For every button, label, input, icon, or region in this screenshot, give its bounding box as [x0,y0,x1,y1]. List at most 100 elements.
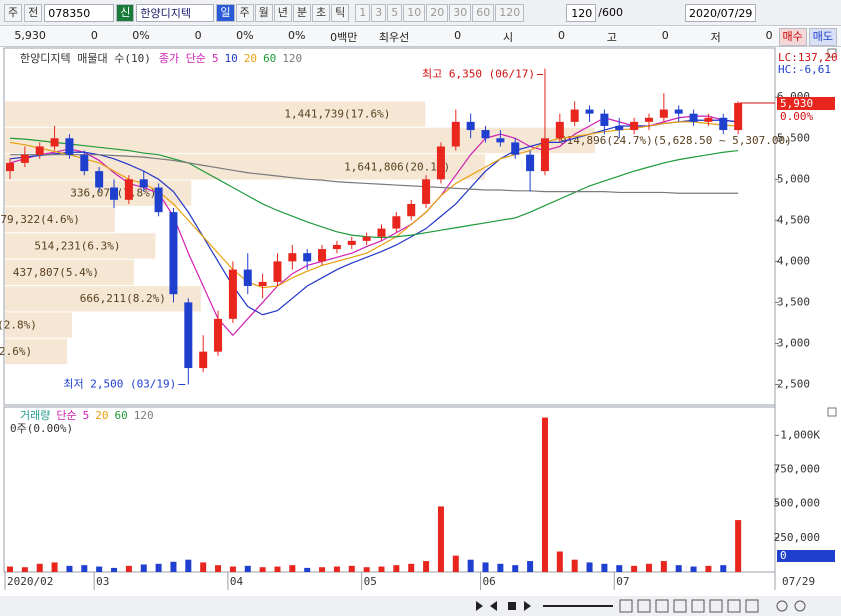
interval-button[interactable]: 3 [371,3,387,22]
candle-body [555,121,564,139]
volume-profile-label: 379,322(4.6%) [0,213,80,226]
interval-button[interactable]: 60 [472,3,495,22]
volume-bar [675,565,682,572]
info-item: 0% [132,28,150,42]
interval-button[interactable]: 120 [495,3,525,22]
candle-body [451,121,460,147]
volume-bar [66,565,73,572]
chart: 1,441,739(17.6%) 914,896(24.7%)(5,628.50 … [0,47,838,590]
high-label: 최고 6,350 (06/17) [422,68,535,81]
legend-item: 단순 [56,409,76,422]
interval-button[interactable]: 10 [403,3,426,22]
legend-item: 거래량 [20,409,50,422]
info-item: 0 [194,28,202,42]
period-button[interactable]: 초 [312,3,331,22]
panel-button[interactable] [827,48,837,58]
period-button[interactable]: 분 [292,3,311,22]
volume-bar [527,561,534,572]
volume-bar [170,561,177,572]
volume-bar [467,559,474,572]
candle-body [407,203,416,217]
candle-body [704,117,713,122]
volume-bar [319,567,326,572]
info-item: 저 [710,30,721,44]
info-item: 0 [765,28,773,42]
candle-body [347,240,356,245]
period-button[interactable]: 월 [254,3,273,22]
volume-bar [571,559,578,572]
panel-button[interactable] [827,407,837,417]
period-button[interactable]: 년 [273,3,292,22]
legend-item: 60 [263,52,276,65]
candle-body [228,269,237,319]
volume-bar [541,417,548,572]
period-button[interactable]: 일 [216,3,235,22]
y-tick-label: 3,500 [777,295,810,308]
y-tick-label: 5,000 [777,172,810,185]
volume-bar [423,561,430,572]
candle-body [318,249,327,262]
volume-bar [185,559,192,572]
candle-body [511,142,520,155]
volume-bar [51,562,58,572]
volume-bar [705,565,712,572]
market-button[interactable]: 주 [4,3,23,22]
candle-body [273,261,282,282]
candle-body [630,121,639,131]
scroll-controls[interactable] [476,599,806,613]
info-item: 0% [236,28,254,42]
date-input[interactable]: 2020/07/29 [684,3,757,22]
volume-bar [452,555,459,572]
x-tick-label: 03 [96,575,109,588]
volume-bar [601,563,608,572]
legend-item: 종가 단순 [159,52,206,65]
prev-button[interactable]: 전 [24,3,43,22]
candle-body [392,216,401,229]
x-tick-label: 07 [616,575,629,588]
volume-bar [304,567,311,572]
volume-bar [363,567,370,572]
interval-button[interactable]: 1 [355,3,371,22]
indicator-legend: 한양디지텍 매물대 수(10) 종가 단순 5 10 20 60 120 [20,52,302,65]
x-tick-label: 06 [483,575,496,588]
candle-body [303,253,312,262]
volume-bar [7,566,13,572]
candle-body [496,138,505,143]
candle-body [184,302,193,369]
candle-body [585,109,594,114]
sell-button[interactable]: 매도 [808,27,837,46]
info-item: 0 [557,28,565,42]
volume-profile-bar [5,312,72,338]
candle-body [719,117,728,131]
count-input[interactable]: 120 [566,3,597,22]
candle-body [526,154,535,172]
candle-body [540,138,549,172]
interval-group: 1 3 5 10 20 30 60 120 [355,3,525,22]
volume-badge [777,550,835,562]
interval-button[interactable]: 30 [449,3,472,22]
y-tick-label: 250,000 [774,531,820,544]
buy-button[interactable]: 매수 [778,27,807,46]
candle-body [615,125,624,131]
period-button[interactable]: 틱 [331,3,350,22]
candle-body [95,171,104,188]
volume-badge-label: 0 [780,549,787,562]
candle-body [734,102,743,131]
x-tick-label: 04 [230,575,244,588]
volume-bar [289,565,296,572]
volume-bar [720,565,727,572]
volume-profile-label: 437,807(5.4%) [13,266,99,279]
interval-button[interactable]: 5 [387,3,403,22]
volume-bar [21,567,28,572]
volume-bar [497,563,504,572]
candle-body [80,154,89,172]
candle-body [124,179,133,200]
candle-body [35,146,44,155]
period-button[interactable]: 주 [235,3,254,22]
scroll-bg [0,596,841,616]
candle-body [139,179,148,188]
scroll-bar [0,596,841,616]
interval-button[interactable]: 20 [426,3,449,22]
code-input[interactable]: 078350 [44,3,115,22]
volume-bar [735,520,742,572]
